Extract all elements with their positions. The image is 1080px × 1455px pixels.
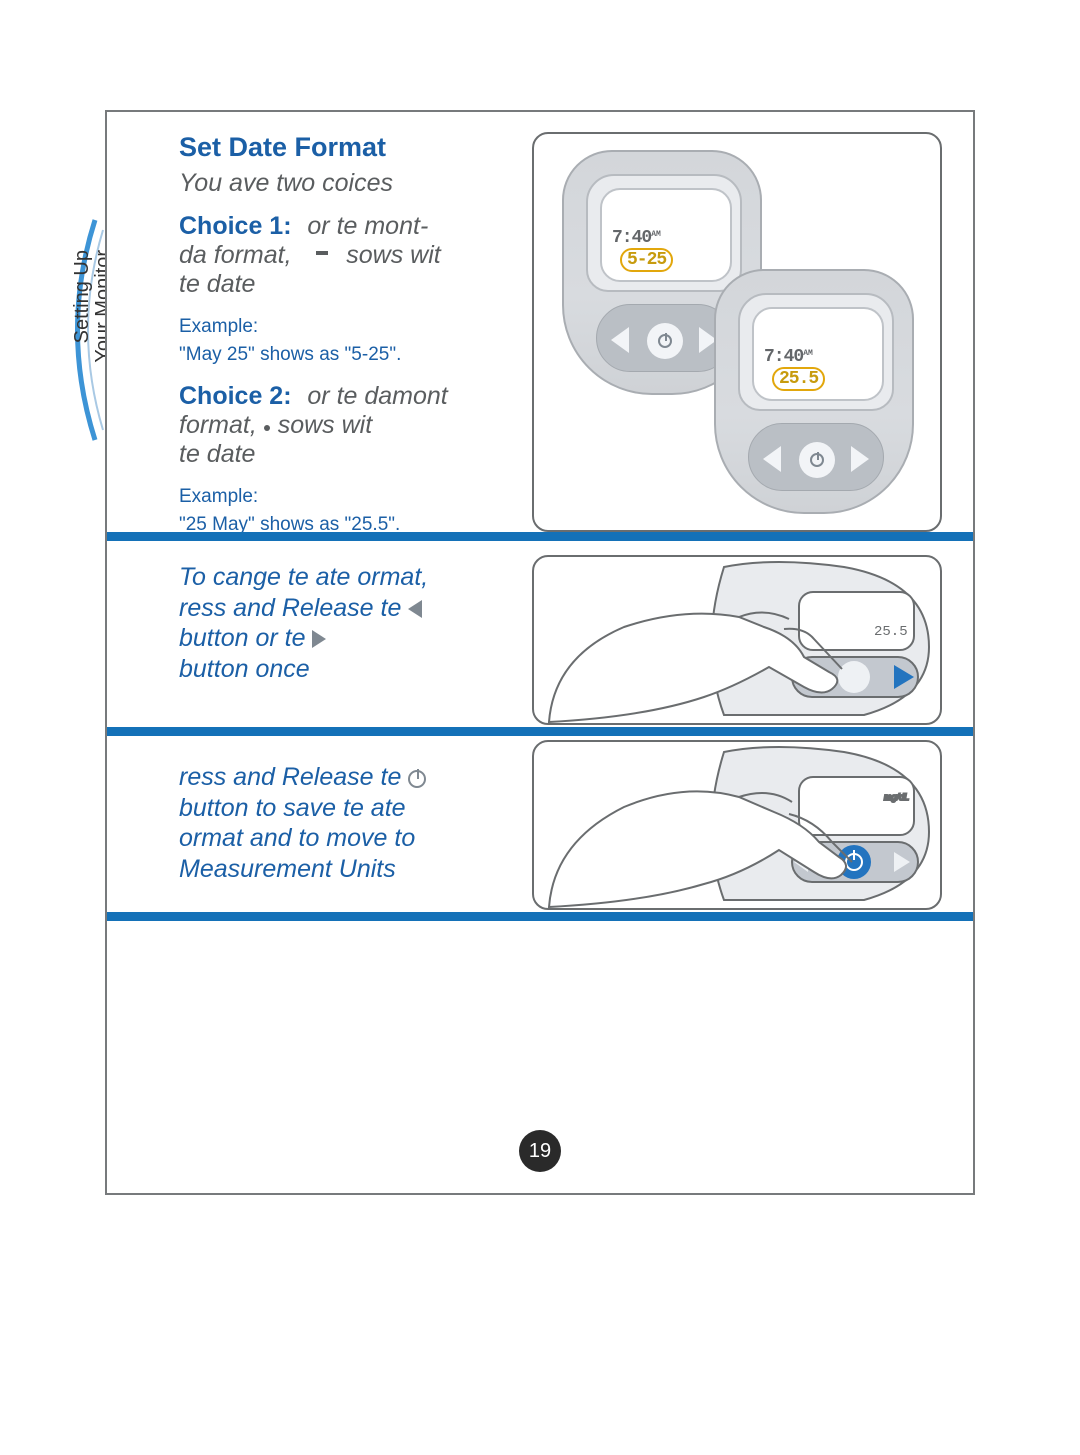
power-button-icon xyxy=(647,323,683,359)
section-tab: Setting Up Your Monitor xyxy=(65,250,105,405)
line-4: button once xyxy=(179,654,509,685)
choice-1-text-c: sows wit xyxy=(346,241,440,269)
choice-2-text-b: format, xyxy=(179,411,257,439)
example-label: Example: xyxy=(179,316,258,337)
line-3: ormat and to move to xyxy=(179,823,499,854)
left-text-column: Set Date Format You ave two coices Choic… xyxy=(179,132,489,552)
choice-1-text-b: da format, xyxy=(179,241,292,269)
hand2-label: mg/dL xyxy=(884,792,909,802)
illustration-devices: 7:40AM 5-25 7:40AM 25.5 xyxy=(532,132,942,532)
choice-2-example: Example: "25 May" shows as "25.5". xyxy=(179,483,489,538)
subheading: You ave two coices xyxy=(179,169,489,198)
divider xyxy=(107,912,973,921)
hand1-value: 25.5 xyxy=(874,624,908,640)
tab-line-1: Setting Up xyxy=(71,250,94,343)
choice-1-text-d: te date xyxy=(179,270,489,299)
example-text: "May 25" shows as "5-25". xyxy=(179,344,401,365)
right-arrow-icon xyxy=(851,446,869,472)
line-3a: button or te xyxy=(179,624,312,652)
right-triangle-icon xyxy=(312,630,326,648)
example-label: Example: xyxy=(179,486,258,507)
line-2: button to save te ate xyxy=(179,793,499,824)
manual-page: Set Date Format You ave two coices Choic… xyxy=(105,110,975,1195)
dash-icon xyxy=(316,251,328,255)
instruction-change-format: To cange te ate ormat, ress and Release … xyxy=(179,562,509,684)
choice-1-example: Example: "May 25" shows as "5-25". xyxy=(179,313,489,368)
heading: Set Date Format xyxy=(179,132,489,163)
device-1-value: 5-25 xyxy=(620,248,673,272)
choice-2-text-a: or te damont xyxy=(307,382,447,410)
line-1a: ress and Release te xyxy=(179,763,408,791)
page-number: 19 xyxy=(519,1130,561,1172)
choice-2-text-d: te date xyxy=(179,440,489,469)
line-1: To cange te ate ormat, xyxy=(179,562,509,593)
instruction-save-format: ress and Release te button to save te at… xyxy=(179,762,499,884)
divider xyxy=(107,532,973,541)
dot-icon xyxy=(264,425,270,431)
illustration-press-arrow: 25.5 xyxy=(532,555,942,725)
page-number-value: 19 xyxy=(529,1140,551,1163)
choice-2-text-c: sows wit xyxy=(278,411,372,439)
choice-2-block: Choice 2: or te damont format, sows wit … xyxy=(179,382,489,538)
power-button-icon xyxy=(799,442,835,478)
device-1-time: 7:40 xyxy=(612,228,651,248)
illustration-press-power: mg/dL xyxy=(532,740,942,910)
divider xyxy=(107,727,973,736)
device-2-ampm: AM xyxy=(803,349,813,358)
left-triangle-icon xyxy=(408,600,422,618)
line-4: Measurement Units xyxy=(179,854,499,885)
device-2-time: 7:40 xyxy=(764,347,803,367)
line-2a: ress and Release te xyxy=(179,594,408,622)
power-icon xyxy=(408,770,426,788)
choice-1-block: Choice 1: or te mont- da format, sows wi… xyxy=(179,212,489,368)
left-arrow-icon xyxy=(611,327,629,353)
choice-2-label: Choice 2: xyxy=(179,382,292,410)
left-arrow-icon xyxy=(763,446,781,472)
device-2-value: 25.5 xyxy=(772,367,825,391)
device-1-ampm: AM xyxy=(651,230,661,239)
choice-1-label: Choice 1: xyxy=(179,212,292,240)
device-day-month: 7:40AM 25.5 xyxy=(714,269,914,514)
choice-1-text-a: or te mont- xyxy=(307,212,428,240)
